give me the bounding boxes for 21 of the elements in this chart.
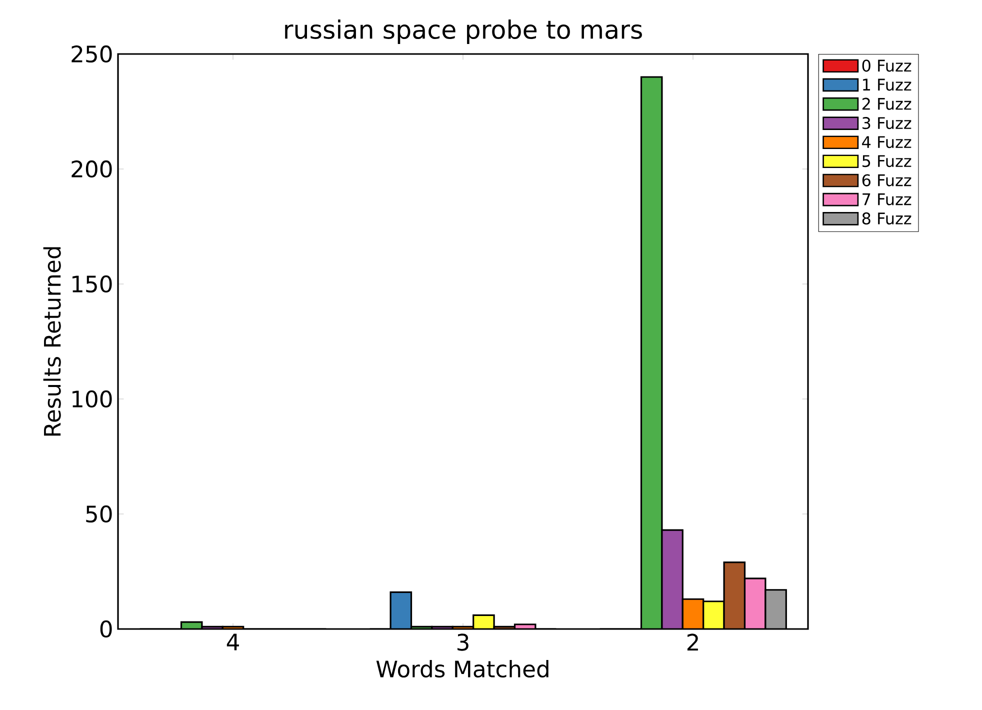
x-tick-label: 4 — [226, 634, 239, 650]
legend-label: 1 Fuzz — [863, 78, 912, 91]
y-axis-title: Results Returned — [43, 247, 61, 436]
y-tick-label: 200 — [72, 160, 112, 178]
y-tick-label: 50 — [86, 505, 112, 523]
legend-label: 3 Fuzz — [862, 117, 912, 130]
legend-label: 2 Fuzz — [862, 98, 912, 110]
x-tick-label: 3 — [458, 634, 468, 651]
y-tick-label: 100 — [72, 390, 112, 408]
legend-label: 7 Fuzz — [862, 193, 912, 206]
chart-title: russian space probe to mars — [285, 19, 642, 44]
legend-label: 5 Fuzz — [862, 155, 912, 168]
y-tick-label: 250 — [72, 45, 112, 63]
legend-label: 0 Fuzz — [862, 60, 912, 72]
legend-label: 4 Fuzz — [862, 136, 912, 148]
x-axis-title: Words Matched — [376, 660, 548, 678]
legend-label: 6 Fuzz — [862, 174, 912, 186]
x-tick-label: 2 — [687, 634, 698, 651]
legend-label: 8 Fuzz — [862, 212, 912, 225]
y-tick-label: 0 — [100, 620, 112, 638]
y-tick-label: 150 — [72, 275, 112, 293]
